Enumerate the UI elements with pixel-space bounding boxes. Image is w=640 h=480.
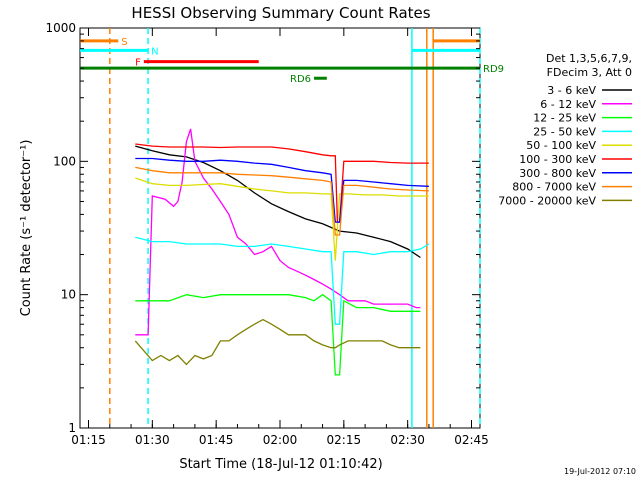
x-tick-label-2: 01:45 (199, 433, 234, 447)
y-tick-label-2: 100 (53, 154, 76, 168)
plot-frame (79, 27, 481, 429)
x-tick-label-4: 02:15 (327, 433, 362, 447)
series-line-7 (135, 166, 429, 236)
flag-label-rd9: RD9 (483, 64, 504, 75)
legend-label-2: 12 - 25 keV (533, 112, 596, 125)
x-axis: 01:15 01:30 01:45 02:00 02:15 02:30 02:45 (71, 28, 489, 447)
flag-label-s: S (121, 37, 127, 48)
flag-label-f: F (135, 58, 141, 69)
legend-label-5: 100 - 300 keV (519, 153, 596, 166)
footer-timestamp: 19-Jul-2012 07:10 (564, 467, 636, 476)
series-line-1 (135, 128, 421, 336)
legend-header-2: FDecim 3, Att 0 (547, 66, 632, 79)
y-tick-label-0: 1 (68, 421, 76, 435)
x-tick-label-0: 01:15 (71, 433, 106, 447)
series-line-4 (135, 177, 429, 261)
chart-title: HESSI Observing Summary Count Rates (131, 4, 430, 22)
legend-label-3: 25 - 50 keV (533, 125, 596, 138)
x-tick-label-5: 02:30 (390, 433, 425, 447)
flag-label-n: N (151, 46, 158, 57)
x-axis-label: Start Time (18-Jul-12 01:10:42) (179, 457, 382, 472)
legend-label-6: 300 - 800 keV (519, 167, 596, 180)
y-tick-label-1: 10 (61, 288, 76, 302)
legend-header-1: Det 1,3,5,6,7,9, (546, 52, 632, 65)
series-line-3 (135, 236, 430, 325)
legend-label-4: 50 - 100 keV (526, 139, 596, 152)
legend-label-0: 3 - 6 keV (547, 84, 596, 97)
x-tick-label-6: 02:45 (454, 433, 489, 447)
series-line-2 (135, 293, 421, 376)
legend-label-8: 7000 - 20000 keV (498, 194, 596, 207)
y-tick-label-3: 1000 (45, 21, 76, 35)
y-axis: 1 10 100 1000 (45, 21, 480, 435)
series-line-8 (134, 318, 421, 366)
series-line-0 (135, 145, 421, 259)
plot-area: S NF RD9 RD6 (79, 27, 504, 429)
legend-label-7: 800 - 7000 keV (512, 181, 596, 194)
flag-label-rd6: RD6 (290, 74, 311, 85)
legend: Det 1,3,5,6,7,9, FDecim 3, Att 0 3 - 6 k… (498, 52, 632, 207)
x-tick-label-3: 02:00 (263, 433, 298, 447)
y-axis-label: Count Rate (s⁻¹ detector⁻¹) (19, 140, 34, 317)
series-line-5 (135, 143, 429, 223)
legend-label-1: 6 - 12 keV (540, 98, 596, 111)
x-tick-label-1: 01:30 (135, 433, 170, 447)
series-line-6 (135, 157, 429, 223)
